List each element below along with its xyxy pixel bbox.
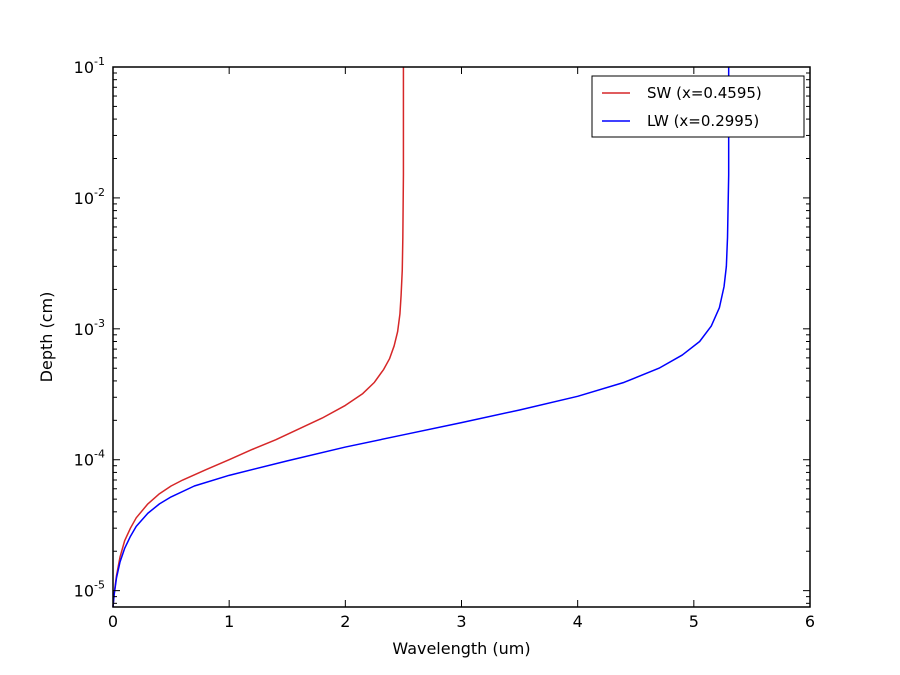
series-line-0 xyxy=(112,67,405,608)
y-tick-label-2: 10-3 xyxy=(74,317,105,339)
x-axis-title: Wavelength (um) xyxy=(392,639,530,658)
legend-label-lw: LW (x=0.2995) xyxy=(647,112,759,130)
x-tick-label-0: 0 xyxy=(108,612,118,631)
axes-layer xyxy=(112,66,811,608)
series-layer xyxy=(112,67,730,608)
x-tick-label-1: 1 xyxy=(224,612,234,631)
y-tick-label-3: 10-2 xyxy=(74,186,105,208)
series-line-1 xyxy=(112,67,730,608)
ticks-layer: 0 1 2 3 4 5 6 10-5 10-4 10-3 10-2 10-1 xyxy=(74,55,815,631)
legend-label-sw: SW (x=0.4595) xyxy=(647,84,762,102)
y-axis-title: Depth (cm) xyxy=(37,292,56,383)
x-tick-label-4: 4 xyxy=(573,612,583,631)
x-tick-label-5: 5 xyxy=(689,612,699,631)
x-tick-label-2: 2 xyxy=(340,612,350,631)
y-tick-label-0: 10-5 xyxy=(74,579,105,601)
x-tick-label-3: 3 xyxy=(456,612,466,631)
legend: SW (x=0.4595) LW (x=0.2995) xyxy=(591,75,805,138)
legend-box xyxy=(591,75,805,138)
y-tick-label-4: 10-1 xyxy=(74,55,105,77)
x-tick-label-6: 6 xyxy=(805,612,815,631)
y-tick-label-1: 10-4 xyxy=(74,448,105,470)
plot-frame xyxy=(112,66,811,608)
